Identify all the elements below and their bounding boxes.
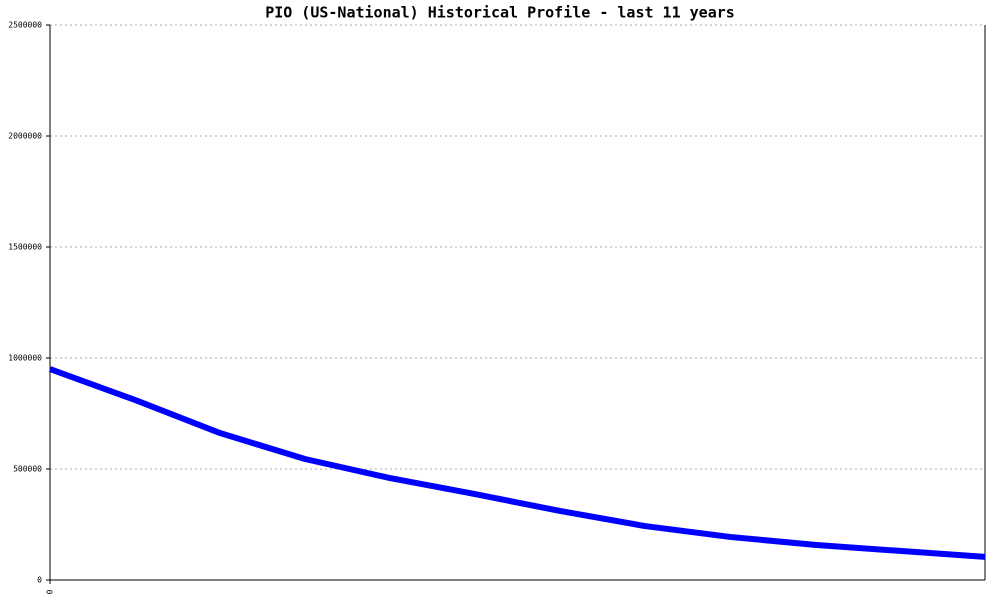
x-tick-label: 0 — [46, 589, 55, 594]
y-tick-label: 2500000 — [8, 21, 42, 30]
data-line — [48, 366, 986, 560]
y-tick-label: 2000000 — [8, 132, 42, 141]
y-tick-label: 1000000 — [8, 354, 42, 363]
y-tick-label: 1500000 — [8, 243, 42, 252]
y-tick-label: 0 — [37, 576, 42, 585]
y-tick-label: 500000 — [13, 465, 42, 474]
chart-title: PIO (US-National) Historical Profile - l… — [265, 4, 735, 22]
